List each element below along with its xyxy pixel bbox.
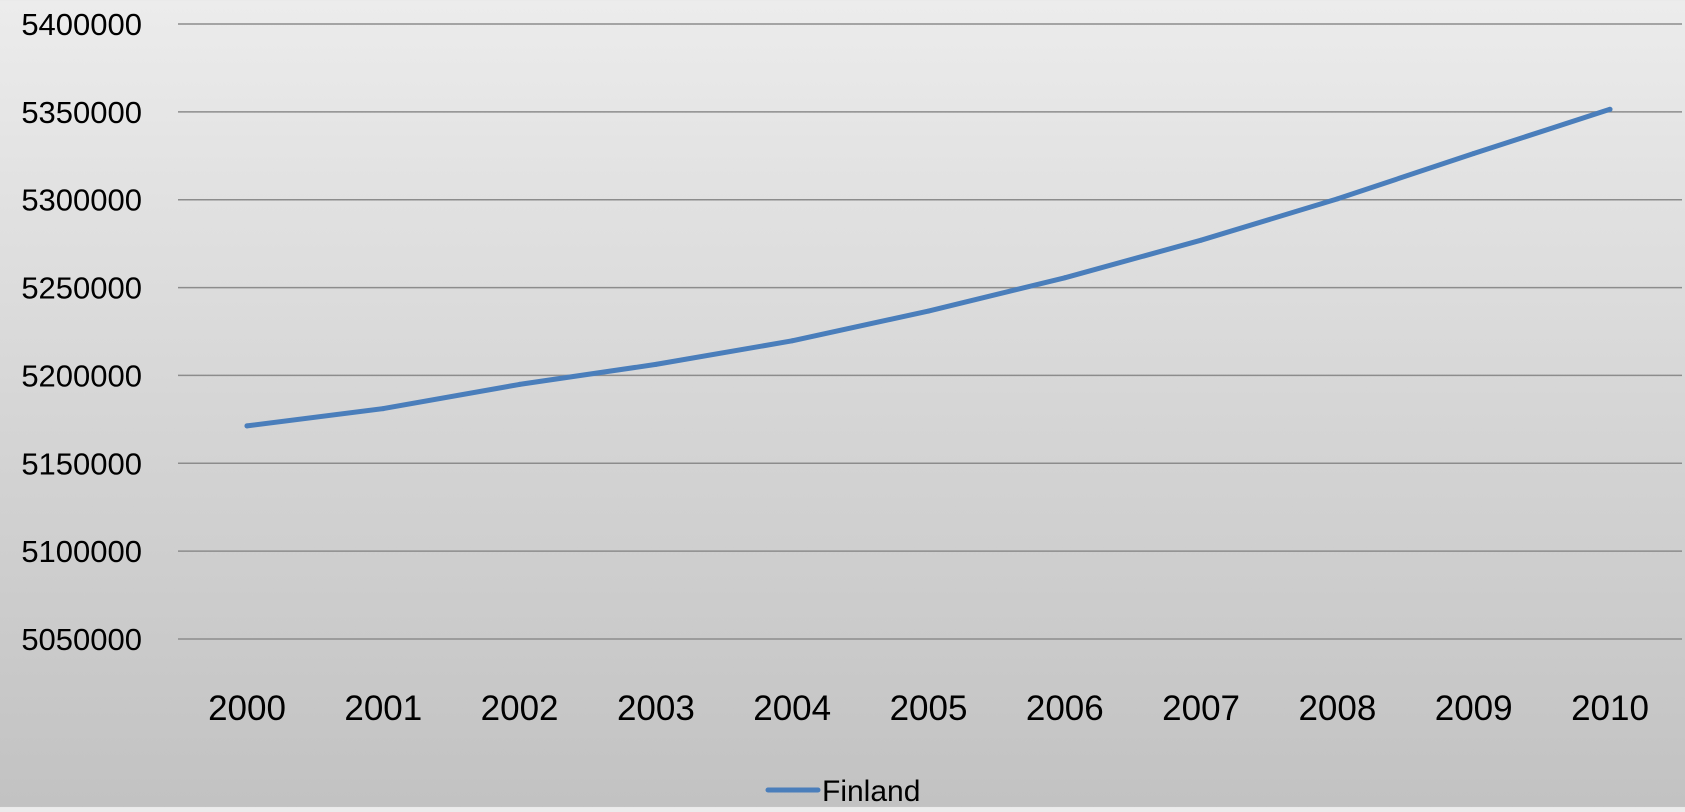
x-tick-label: 2002 [481,689,559,728]
y-tick-label: 5200000 [21,358,142,393]
y-tick-label: 5150000 [21,446,142,481]
data-point [517,381,523,387]
data-point [653,361,659,367]
gridlines [178,23,1682,640]
data-point [380,406,386,412]
y-tick-label: 5400000 [21,7,142,42]
y-tick-label: 5350000 [21,95,142,130]
data-point [1607,106,1613,112]
x-tick-label: 2004 [753,689,831,728]
x-tick-label: 2003 [617,689,695,728]
series-layer [244,106,1613,429]
y-tick-label: 5300000 [21,183,142,218]
x-tick-label: 2006 [1026,689,1104,728]
y-tick-label: 5250000 [21,271,142,306]
legend: Finland [765,775,920,808]
x-tick-label: 2005 [890,689,968,728]
series-line-finland [244,106,1613,429]
data-point [1062,275,1068,281]
x-tick-label: 2001 [344,689,422,728]
legend-label-finland: Finland [822,775,920,807]
data-point [1471,150,1477,156]
x-tick-label: 2008 [1298,689,1376,728]
data-point [1198,237,1204,243]
x-tick-label: 2010 [1571,689,1649,728]
y-tick-label: 5050000 [21,622,142,657]
x-tick-label: 2000 [208,689,286,728]
x-axis-ticks: 2000 2001 2002 2003 2004 2005 2006 2007 2008 2009… [208,689,1649,728]
data-point [244,423,250,429]
x-tick-label: 2007 [1162,689,1240,728]
data-point [789,338,795,344]
data-point [1334,196,1340,202]
x-tick-label: 2009 [1435,689,1513,728]
data-point [926,308,931,314]
y-tick-label: 5100000 [21,534,142,569]
y-axis-ticks: 5050000 5100000 5150000 5200000 5250000 53000… [21,7,142,657]
